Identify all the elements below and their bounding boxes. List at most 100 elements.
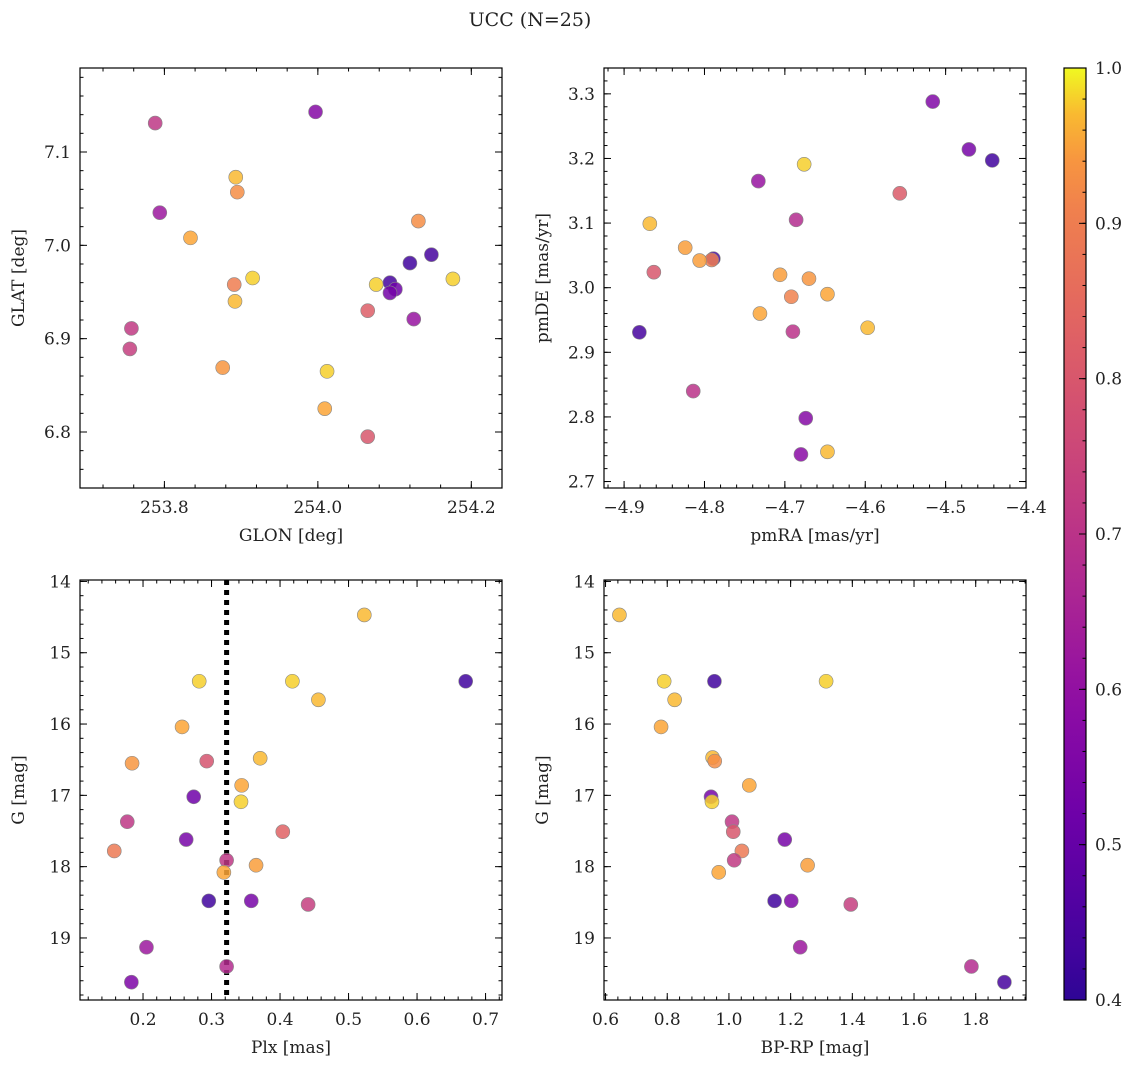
y-tick-label: 2.9 bbox=[568, 343, 595, 363]
data-point bbox=[252, 750, 268, 766]
data-point bbox=[227, 294, 243, 309]
data-point bbox=[119, 814, 135, 830]
data-point bbox=[783, 289, 799, 305]
x-tick-label: 0.7 bbox=[472, 1010, 499, 1030]
y-tick-label: 19 bbox=[573, 929, 595, 949]
panel-bprp-g: 0.6 0.8 1.0 1.2 1.4 1.6 1.8 14 15 16 17 18 19 BP-RP [… bbox=[533, 572, 1027, 1058]
data-point bbox=[984, 153, 1000, 168]
colorbar-tick-label: 0.7 bbox=[1095, 525, 1122, 545]
data-point bbox=[245, 270, 260, 286]
y-tick-label: 3.0 bbox=[568, 279, 595, 299]
y-tick-label: 2.7 bbox=[568, 473, 595, 493]
x-tick-label: −4.6 bbox=[845, 498, 886, 518]
data-point bbox=[248, 857, 264, 873]
panel-glon-glat: 253.8 254.0 254.2 6.8 6.9 7.0 7.1 GLON [deg] GLA… bbox=[9, 67, 503, 546]
data-point bbox=[801, 271, 817, 286]
y-tick-label: 14 bbox=[49, 572, 71, 592]
x-tick-label: −4.9 bbox=[603, 498, 644, 518]
y-tick-label: 16 bbox=[573, 715, 595, 735]
colorbar-tick-label: 1.0 bbox=[1095, 59, 1122, 79]
data-point bbox=[124, 755, 140, 771]
data-point bbox=[308, 104, 323, 120]
data-point bbox=[183, 230, 198, 246]
data-point bbox=[656, 673, 672, 689]
y-axis-label: pmDE [mas/yr] bbox=[533, 213, 553, 343]
x-tick-label: 254.2 bbox=[447, 498, 496, 518]
data-point bbox=[139, 939, 154, 955]
x-tick-label: 0.5 bbox=[335, 1010, 362, 1030]
data-point bbox=[767, 893, 782, 909]
data-point bbox=[820, 444, 835, 460]
x-axis-label: pmRA [mas/yr] bbox=[750, 526, 879, 546]
y-tick-label: 17 bbox=[49, 786, 71, 806]
data-point bbox=[725, 824, 741, 840]
data-point bbox=[818, 673, 834, 689]
x-tick-label: 0.2 bbox=[130, 1010, 157, 1030]
x-tick-label: 1.6 bbox=[900, 1010, 927, 1030]
data-point bbox=[406, 311, 422, 327]
y-tick-label: 6.8 bbox=[44, 423, 71, 443]
data-point bbox=[997, 974, 1012, 990]
data-point bbox=[632, 324, 647, 340]
y-axis-label: GLAT [deg] bbox=[9, 229, 29, 327]
data-point bbox=[368, 277, 384, 292]
colorbar-tick-label: 0.9 bbox=[1095, 214, 1122, 234]
data-point bbox=[228, 169, 244, 185]
data-point bbox=[219, 852, 234, 868]
data-point bbox=[798, 410, 814, 426]
x-tick-label: −4.8 bbox=[684, 498, 725, 518]
x-axis-label: GLON [deg] bbox=[239, 526, 343, 546]
y-tick-label: 17 bbox=[573, 786, 595, 806]
data-point bbox=[711, 865, 727, 880]
x-tick-label: 1.0 bbox=[715, 1010, 742, 1030]
x-tick-label: 1.8 bbox=[962, 1010, 989, 1030]
data-point bbox=[707, 753, 723, 769]
data-point bbox=[707, 673, 722, 689]
axes-frame bbox=[603, 579, 1027, 1001]
x-tick-label: 1.4 bbox=[839, 1010, 866, 1030]
data-point bbox=[229, 184, 245, 200]
data-point bbox=[124, 321, 139, 336]
data-point bbox=[201, 893, 217, 909]
x-axis-label: BP-RP [mag] bbox=[761, 1038, 870, 1058]
data-point bbox=[191, 673, 207, 689]
colorbar-tick-label: 0.4 bbox=[1095, 991, 1122, 1011]
y-tick-label: 16 bbox=[49, 715, 71, 735]
data-point bbox=[319, 364, 335, 379]
y-tick-label: 7.1 bbox=[44, 143, 71, 163]
data-point bbox=[402, 255, 418, 271]
data-point bbox=[964, 959, 979, 974]
data-point bbox=[751, 173, 766, 189]
y-tick-label: 19 bbox=[49, 929, 71, 949]
data-point bbox=[317, 401, 333, 416]
data-point bbox=[792, 939, 808, 955]
colorbar-tick-label: 0.8 bbox=[1095, 370, 1122, 390]
y-tick-label: 15 bbox=[49, 644, 71, 664]
y-tick-label: 7.0 bbox=[44, 236, 71, 256]
data-point bbox=[925, 94, 941, 109]
data-point bbox=[777, 832, 793, 847]
data-point bbox=[382, 285, 398, 301]
y-tick-label: 18 bbox=[573, 858, 595, 878]
data-point bbox=[174, 719, 190, 735]
y-tick-label: 14 bbox=[573, 572, 595, 592]
data-point bbox=[147, 115, 163, 131]
data-point bbox=[357, 607, 372, 623]
data-point bbox=[233, 794, 249, 810]
x-tick-label: 254.0 bbox=[294, 498, 343, 518]
data-point bbox=[783, 893, 799, 909]
x-axis-label: Plx [mas] bbox=[251, 1038, 331, 1058]
panel-pmra-pmde: −4.9 −4.8 −4.7 −4.6 −4.5 −4.4 2.7 2.8 2.9 3.0 3.1 3… bbox=[533, 67, 1047, 546]
data-point bbox=[646, 264, 662, 280]
data-point bbox=[653, 719, 669, 735]
y-axis-label: G [mag] bbox=[533, 755, 553, 824]
x-tick-label: −4.7 bbox=[764, 498, 805, 518]
colorbar-tick-label: 0.5 bbox=[1095, 836, 1122, 856]
data-point bbox=[243, 893, 259, 909]
data-point bbox=[424, 247, 439, 262]
y-tick-label: 2.8 bbox=[568, 408, 595, 428]
x-tick-label: 0.8 bbox=[654, 1010, 681, 1030]
colorbar: 0.4 0.5 0.6 0.7 0.8 0.9 1.0 bbox=[1063, 59, 1122, 1011]
colorbar-tick-label: 0.6 bbox=[1095, 680, 1122, 700]
